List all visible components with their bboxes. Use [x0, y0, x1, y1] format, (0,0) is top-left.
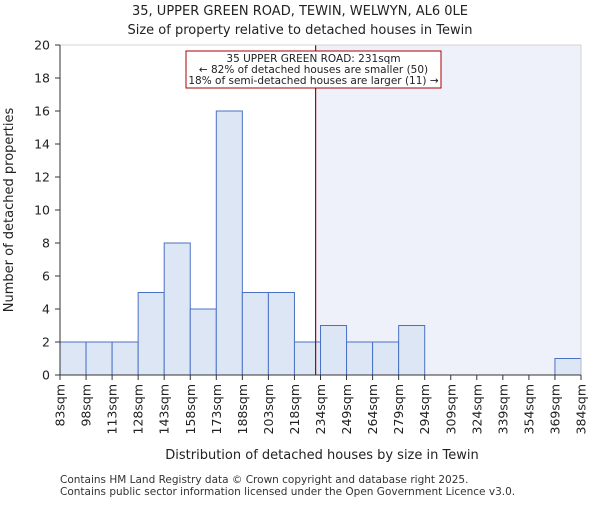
x-tick-label-218sqm: 218sqm	[287, 384, 302, 434]
bar-113sqm	[111, 341, 139, 376]
y-tick-label-16: 16	[34, 104, 50, 119]
x-tick-label-369sqm: 369sqm	[547, 384, 562, 434]
annotation-line-3: 18% of semi-detached houses are larger (…	[188, 75, 439, 87]
bar-128sqm	[137, 292, 165, 376]
x-tick-label-173sqm: 173sqm	[209, 384, 224, 434]
larger-region-shade	[315, 45, 581, 375]
y-axis-label: Number of detached properties	[2, 108, 17, 313]
x-tick-label-113sqm: 113sqm	[105, 384, 120, 434]
x-tick-label-203sqm: 203sqm	[261, 384, 276, 434]
footer-line2: Contains public sector information licen…	[60, 486, 515, 498]
chart-title-line1: 35, UPPER GREEN ROAD, TEWIN, WELWYN, AL6…	[132, 4, 468, 19]
x-tick-label-264sqm: 264sqm	[365, 384, 380, 434]
bar-264sqm	[372, 341, 400, 376]
x-tick-label-324sqm: 324sqm	[469, 384, 484, 434]
x-tick-label-309sqm: 309sqm	[443, 384, 458, 434]
y-tick-label-8: 8	[42, 236, 50, 251]
bar-369sqm	[554, 358, 582, 376]
bar-249sqm	[346, 341, 374, 376]
bar-158sqm	[189, 308, 217, 376]
bar-143sqm	[163, 242, 191, 376]
annotation-line-1: 35 UPPER GREEN ROAD: 231sqm	[226, 53, 400, 65]
bar-188sqm	[241, 292, 269, 376]
x-tick-label-234sqm: 234sqm	[313, 384, 328, 434]
chart-title-line2: Size of property relative to detached ho…	[127, 23, 472, 38]
bar-279sqm	[398, 325, 426, 376]
bar-218sqm	[293, 341, 322, 376]
y-tick-label-12: 12	[34, 170, 50, 185]
y-tick-label-18: 18	[34, 71, 50, 86]
x-tick-label-339sqm: 339sqm	[495, 384, 510, 434]
y-tick-label-10: 10	[34, 203, 50, 218]
bar-173sqm	[215, 110, 243, 376]
y-tick-label-2: 2	[42, 335, 50, 350]
x-tick-label-188sqm: 188sqm	[235, 384, 250, 434]
y-tick-label-4: 4	[42, 302, 50, 317]
bar-98sqm	[85, 341, 113, 376]
x-tick-label-143sqm: 143sqm	[157, 384, 172, 434]
x-tick-label-158sqm: 158sqm	[183, 384, 198, 434]
annotation-line-2: ← 82% of detached houses are smaller (50…	[199, 64, 428, 76]
x-tick-label-83sqm: 83sqm	[53, 384, 68, 427]
x-axis-label: Distribution of detached houses by size …	[165, 448, 478, 463]
x-tick-label-354sqm: 354sqm	[521, 384, 536, 434]
x-tick-label-384sqm: 384sqm	[574, 384, 589, 434]
x-tick-label-294sqm: 294sqm	[417, 384, 432, 434]
y-tick-label-0: 0	[42, 368, 50, 383]
plot-area: 0 2 4 6 8 10 12 14 16 18 20 83sqm 98sqm 113sqm 128sqm 1…	[34, 38, 588, 435]
x-tick-label-98sqm: 98sqm	[79, 384, 94, 427]
y-tick-label-14: 14	[34, 137, 50, 152]
bar-83sqm	[59, 341, 87, 376]
bar-234sqm	[320, 325, 348, 376]
x-tick-label-249sqm: 249sqm	[339, 384, 354, 434]
annotation-box	[185, 50, 442, 89]
bar-203sqm	[267, 292, 295, 376]
x-tick-label-279sqm: 279sqm	[391, 384, 406, 434]
y-tick-label-20: 20	[34, 38, 50, 53]
y-tick-label-6: 6	[42, 269, 50, 284]
x-tick-label-128sqm: 128sqm	[131, 384, 146, 434]
footer-line1: Contains HM Land Registry data © Crown c…	[60, 474, 468, 486]
